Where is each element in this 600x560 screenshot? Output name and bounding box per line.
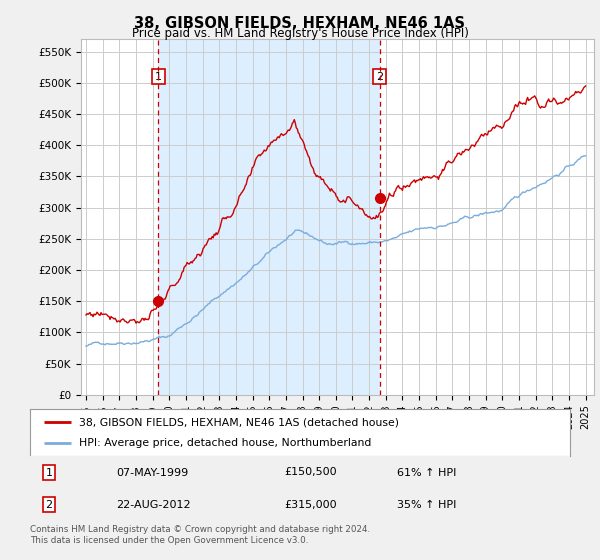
Text: 1: 1 — [155, 72, 162, 82]
Text: 38, GIBSON FIELDS, HEXHAM, NE46 1AS: 38, GIBSON FIELDS, HEXHAM, NE46 1AS — [134, 16, 466, 31]
Text: HPI: Average price, detached house, Northumberland: HPI: Average price, detached house, Nort… — [79, 438, 371, 448]
Text: Contains HM Land Registry data © Crown copyright and database right 2024.
This d: Contains HM Land Registry data © Crown c… — [30, 525, 370, 545]
Text: £315,000: £315,000 — [284, 500, 337, 510]
Text: £150,500: £150,500 — [284, 468, 337, 478]
Text: 35% ↑ HPI: 35% ↑ HPI — [397, 500, 457, 510]
Text: Price paid vs. HM Land Registry's House Price Index (HPI): Price paid vs. HM Land Registry's House … — [131, 27, 469, 40]
Text: 07-MAY-1999: 07-MAY-1999 — [116, 468, 188, 478]
Bar — [158, 39, 380, 395]
Text: 22-AUG-2012: 22-AUG-2012 — [116, 500, 191, 510]
Text: 2: 2 — [46, 500, 52, 510]
Text: 2: 2 — [376, 72, 383, 82]
Text: 1: 1 — [46, 468, 52, 478]
Text: 38, GIBSON FIELDS, HEXHAM, NE46 1AS (detached house): 38, GIBSON FIELDS, HEXHAM, NE46 1AS (det… — [79, 417, 398, 427]
Text: 61% ↑ HPI: 61% ↑ HPI — [397, 468, 457, 478]
